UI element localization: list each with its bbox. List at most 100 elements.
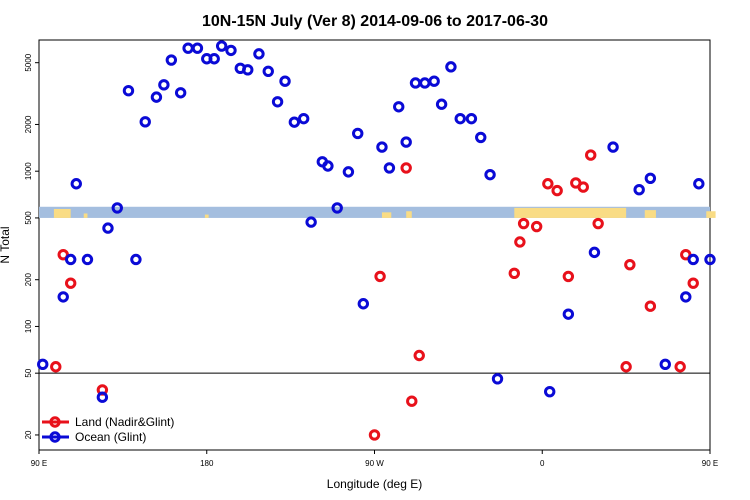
y-axis-label: N Total bbox=[0, 226, 12, 263]
ocean-point bbox=[288, 116, 301, 128]
ocean-point bbox=[225, 44, 237, 57]
land-segment bbox=[53, 209, 71, 218]
land-band bbox=[39, 206, 716, 218]
land-point bbox=[400, 162, 412, 174]
x-tick-label: 0 bbox=[540, 459, 545, 468]
ocean-point bbox=[271, 96, 284, 108]
ocean-point bbox=[122, 85, 135, 97]
land-point bbox=[674, 361, 686, 373]
ocean-point bbox=[435, 98, 448, 110]
land-point bbox=[517, 217, 530, 230]
ocean-point bbox=[57, 291, 69, 303]
land-point bbox=[585, 149, 597, 161]
land-segment bbox=[204, 214, 209, 218]
ocean-point bbox=[215, 40, 228, 52]
ocean-point bbox=[659, 358, 671, 371]
land-point bbox=[551, 184, 563, 197]
y-tick-label: 2000 bbox=[24, 115, 33, 133]
ocean-point bbox=[305, 216, 317, 228]
land-point bbox=[542, 178, 554, 190]
ocean-point bbox=[182, 42, 194, 54]
land-segment bbox=[644, 210, 656, 218]
land-point bbox=[374, 270, 386, 283]
ocean-point bbox=[111, 202, 123, 214]
land-segment bbox=[381, 212, 392, 218]
land-segment bbox=[514, 207, 627, 218]
ocean-point bbox=[419, 77, 431, 89]
ocean-point bbox=[465, 112, 478, 125]
land-point bbox=[50, 361, 62, 373]
x-tick-label: 90 E bbox=[702, 459, 718, 468]
y-tick-label: 1000 bbox=[24, 162, 33, 180]
x-tick-label: 180 bbox=[200, 459, 214, 468]
land-segment bbox=[406, 211, 412, 218]
y-tick-label: 5000 bbox=[24, 53, 33, 71]
ocean-point bbox=[409, 77, 422, 89]
ocean-point bbox=[331, 202, 343, 214]
ocean-point bbox=[491, 373, 504, 385]
legend-marker-land bbox=[49, 416, 61, 428]
x-axis-label: Longitude (deg E) bbox=[327, 477, 422, 491]
legend: Land (Nadir&Glint) Ocean (Glint) bbox=[42, 415, 174, 444]
ocean-point bbox=[428, 75, 440, 87]
y-tick-label: 200 bbox=[24, 272, 33, 286]
land-point bbox=[680, 248, 692, 261]
land-point bbox=[514, 236, 526, 248]
ocean-point bbox=[693, 178, 705, 190]
ocean-point bbox=[81, 253, 94, 266]
plot-frame bbox=[38, 39, 711, 451]
y-axis: 20 50 100 200 500 1000 2000 5000 bbox=[24, 53, 39, 439]
x-tick-label: 90 W bbox=[365, 459, 384, 468]
ocean-point bbox=[342, 166, 355, 178]
ocean-point bbox=[562, 308, 575, 320]
ocean-point bbox=[165, 54, 178, 66]
land-point bbox=[508, 267, 520, 279]
ocean-point bbox=[322, 160, 334, 172]
ocean-point bbox=[383, 162, 396, 174]
land-point bbox=[577, 181, 589, 193]
ocean-point bbox=[297, 112, 310, 125]
ocean-point bbox=[704, 253, 716, 266]
ocean-point bbox=[174, 87, 187, 99]
ocean-point bbox=[376, 141, 388, 153]
land-point bbox=[592, 217, 604, 230]
chart-title: 10N-15N July (Ver 8) 2014-09-06 to 2017-… bbox=[202, 13, 548, 30]
land-point bbox=[687, 277, 699, 289]
ocean-point bbox=[130, 253, 142, 266]
water-band bbox=[39, 206, 710, 218]
land-point bbox=[64, 277, 77, 289]
x-axis: 90 E 180 90 W 0 90 E bbox=[31, 450, 718, 468]
land-point bbox=[620, 361, 632, 373]
legend-label-land: Land (Nadir&Glint) bbox=[75, 415, 174, 429]
ocean-point bbox=[139, 116, 151, 128]
ocean-point bbox=[96, 391, 109, 403]
data-points bbox=[37, 40, 716, 441]
ocean-point bbox=[400, 136, 412, 148]
ocean-point bbox=[475, 131, 487, 144]
land-point bbox=[368, 429, 381, 441]
ocean-point bbox=[64, 253, 77, 266]
ocean-point bbox=[242, 64, 254, 76]
ocean-point bbox=[588, 246, 601, 259]
ocean-point bbox=[150, 91, 163, 103]
land-segment bbox=[83, 213, 88, 218]
ocean-point bbox=[262, 65, 274, 78]
ocean-point bbox=[445, 61, 457, 73]
land-segment bbox=[706, 211, 716, 218]
ocean-point bbox=[158, 79, 170, 91]
land-point bbox=[57, 248, 69, 261]
ocean-point bbox=[680, 291, 692, 303]
y-tick-label: 20 bbox=[24, 430, 33, 439]
land-point bbox=[530, 220, 543, 233]
legend-label-ocean: Ocean (Glint) bbox=[75, 430, 146, 444]
ocean-point bbox=[102, 222, 114, 234]
ocean-point bbox=[633, 184, 645, 196]
ocean-point bbox=[208, 53, 220, 65]
land-point bbox=[644, 300, 657, 312]
ocean-point bbox=[687, 253, 699, 266]
land-point bbox=[624, 258, 636, 271]
ocean-point bbox=[544, 385, 556, 398]
ocean-point bbox=[357, 298, 370, 310]
x-tick-label: 90 E bbox=[31, 459, 47, 468]
